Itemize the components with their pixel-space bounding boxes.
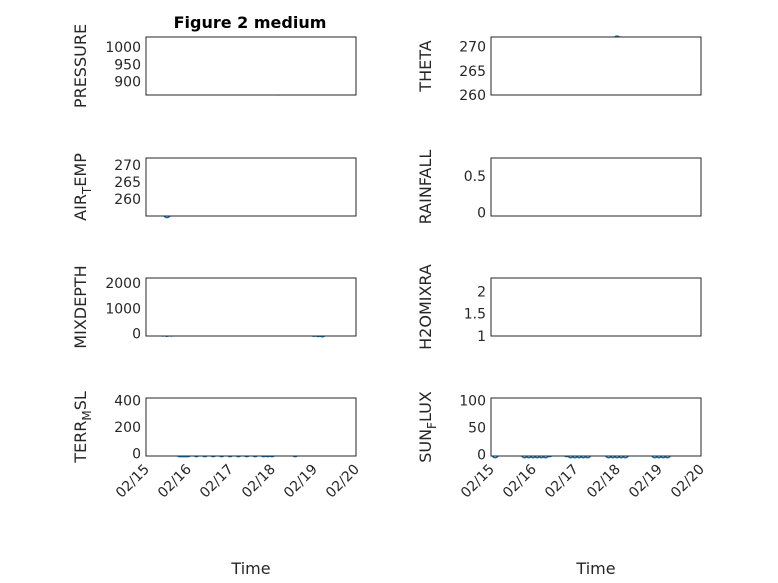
y-tick-label: 260 xyxy=(459,88,486,104)
y-tick-label: 270 xyxy=(459,40,486,56)
y-tick-label: 50 xyxy=(468,421,486,437)
y-tick-label: 260 xyxy=(114,192,141,208)
y-tick-label: 1.5 xyxy=(464,307,486,323)
subplot-terr-msl: 0 200 400 TERRMSL 02/15 02/16 02/17 02/18 02/19 0… xyxy=(71,391,363,578)
y-tick-label: 100 xyxy=(459,394,486,410)
y-tick-label: 400 xyxy=(114,394,141,410)
subplot-sun-flux: 0 50 100 SUNFLUX 02/15 02/16 02/17 02/18 02/19 02… xyxy=(416,391,708,578)
x-axis-label: Time xyxy=(230,559,270,578)
axes-frame xyxy=(145,277,357,337)
y-tick-label: 0 xyxy=(477,205,486,221)
subplot-theta: 260 265 270 THETA xyxy=(416,35,702,104)
axes-frame xyxy=(490,397,702,457)
x-tick-label: 02/15 xyxy=(113,462,153,502)
y-tick-label: 0 xyxy=(132,326,141,342)
x-tick-label: 02/20 xyxy=(668,462,708,502)
x-tick-label: 02/17 xyxy=(542,462,582,502)
y-tick-label: 265 xyxy=(114,175,141,191)
y-tick-label: 265 xyxy=(459,64,486,80)
y-tick-label: 0 xyxy=(132,446,141,462)
x-tick-label: 02/18 xyxy=(584,462,624,502)
y-tick-label: 0 xyxy=(477,447,486,463)
subplot-mixdepth: 0 1000 2000 MIXDEPTH xyxy=(71,265,357,349)
x-tick-label: 02/18 xyxy=(239,462,279,502)
subplot-h2omixra: 1 1.5 2 H2OMIXRA xyxy=(416,264,702,350)
y-tick-label: 1000 xyxy=(105,40,141,56)
y-axis-label: AIRTEMP xyxy=(71,153,94,221)
axes-frame xyxy=(145,36,357,96)
y-tick-label: 2000 xyxy=(105,276,141,292)
y-tick-label: 1 xyxy=(477,329,486,345)
x-tick-label: 02/15 xyxy=(458,462,498,502)
axes-frame xyxy=(490,36,702,96)
x-tick-label: 02/16 xyxy=(155,461,195,501)
x-tick-label: 02/19 xyxy=(626,462,666,502)
axes-frame xyxy=(490,277,702,337)
x-tick-label: 02/19 xyxy=(281,462,321,502)
y-tick-label: 950 xyxy=(114,57,141,73)
x-tick-label: 02/20 xyxy=(323,462,363,502)
y-tick-label: 0.5 xyxy=(464,169,486,185)
x-tick-label: 02/16 xyxy=(500,461,540,501)
y-axis-label: SUNFLUX xyxy=(416,391,439,463)
y-axis-label: THETA xyxy=(416,40,435,92)
y-tick-label: 900 xyxy=(114,74,141,90)
y-axis-label: MIXDEPTH xyxy=(71,265,90,348)
x-tick-label: 02/17 xyxy=(197,462,237,502)
y-tick-label: 2 xyxy=(477,284,486,300)
y-axis-label: TERRMSL xyxy=(71,391,94,464)
axes-frame xyxy=(145,157,357,217)
axes-frame xyxy=(145,397,357,457)
y-axis-label: PRESSURE xyxy=(71,24,90,108)
y-axis-label: RAINFALL xyxy=(416,150,435,225)
subplot-rainfall: 0 0.5 RAINFALL xyxy=(416,150,702,225)
figure-title: Figure 2 medium xyxy=(174,13,327,32)
y-axis-label: H2OMIXRA xyxy=(416,264,435,350)
y-tick-label: 270 xyxy=(114,158,141,174)
x-axis-label: Time xyxy=(575,559,615,578)
axes-frame xyxy=(490,157,702,217)
y-tick-label: 1000 xyxy=(105,301,141,317)
y-tick-label: 200 xyxy=(114,420,141,436)
